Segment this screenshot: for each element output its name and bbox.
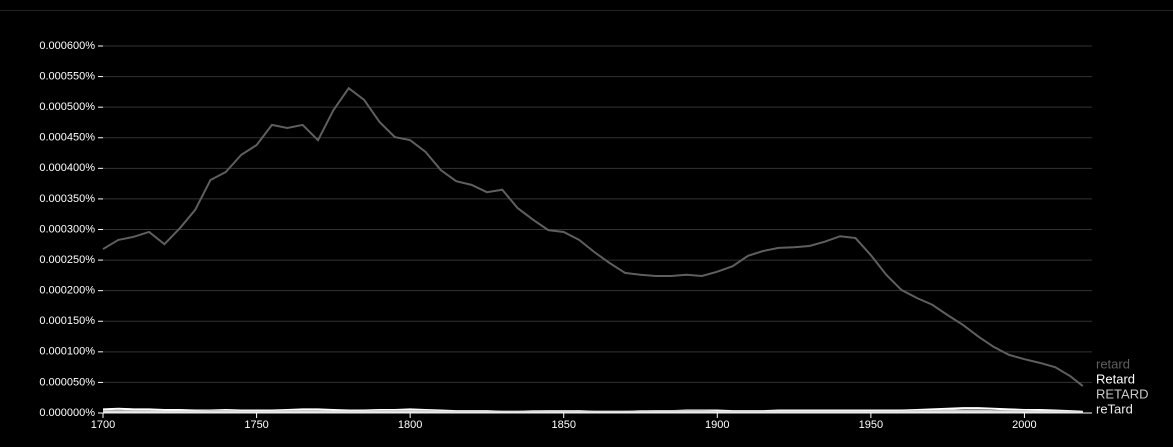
x-tick-label: 1700	[91, 419, 115, 431]
legend-label: RETARD	[1096, 386, 1148, 401]
x-tick-label: 2000	[1012, 419, 1036, 431]
x-tick-label: 1900	[705, 419, 729, 431]
legend-label: retard	[1096, 356, 1130, 371]
x-tick-label: 1800	[398, 419, 422, 431]
legend-label: reTard	[1096, 401, 1133, 416]
x-tick-label: 1750	[244, 419, 268, 431]
y-tick-label: 0.000500%	[39, 101, 95, 113]
y-tick-label: 0.000050%	[39, 376, 95, 388]
y-tick-label: 0.000300%	[39, 223, 95, 235]
y-tick-label: 0.000400%	[39, 162, 95, 174]
legend-label: Retard	[1096, 371, 1135, 386]
y-tick-label: 0.000100%	[39, 346, 95, 358]
line	[102, 86, 1084, 387]
y-tick-label: 0.000250%	[39, 254, 95, 266]
x-tick-label: 1850	[551, 419, 575, 431]
y-tick-label: 0.000150%	[39, 315, 95, 327]
y-tick-label: 0.000600%	[39, 40, 95, 52]
y-tick-label: 0.000200%	[39, 285, 95, 297]
y-tick-label: 0.000450%	[39, 132, 95, 144]
y-tick-label: 0.000350%	[39, 193, 95, 205]
x-tick-label: 1950	[859, 419, 883, 431]
y-tick-label: 0.000000%	[39, 407, 95, 419]
y-tick-label: 0.000550%	[39, 70, 95, 82]
